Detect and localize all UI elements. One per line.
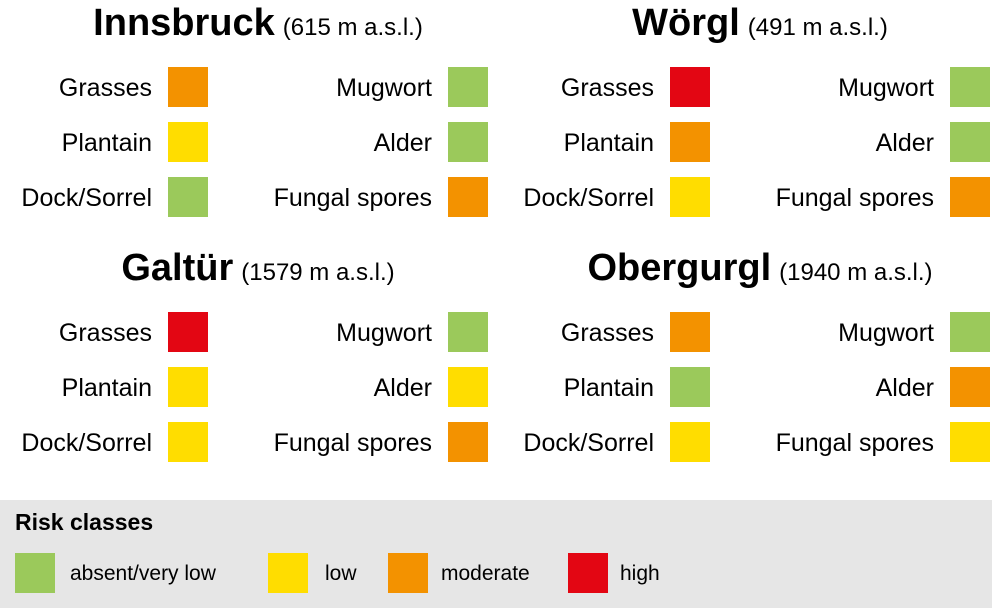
risk-square [670, 422, 710, 462]
pollen-label: Dock/Sorrel [523, 429, 654, 457]
station-title: Innsbruck (615 m a.s.l.) [93, 2, 423, 44]
pollen-label: Grasses [59, 319, 152, 347]
legend-swatch [388, 553, 428, 593]
risk-square [448, 67, 488, 107]
legend-swatch [568, 553, 608, 593]
risk-square [448, 122, 488, 162]
risk-square [950, 312, 990, 352]
station-title: Wörgl (491 m a.s.l.) [632, 2, 888, 44]
pollen-label: Alder [374, 129, 432, 157]
risk-square [448, 312, 488, 352]
pollen-label: Alder [374, 374, 432, 402]
risk-square [168, 177, 208, 217]
risk-square [168, 122, 208, 162]
station-altitude: (1940 m a.s.l.) [779, 259, 932, 286]
risk-square [670, 67, 710, 107]
pollen-label: Grasses [561, 319, 654, 347]
pollen-label: Mugwort [336, 74, 432, 102]
station-title: Galtür (1579 m a.s.l.) [121, 247, 394, 289]
risk-square [168, 367, 208, 407]
pollen-label: Dock/Sorrel [523, 184, 654, 212]
station-name: Obergurgl [587, 247, 771, 289]
risk-square [950, 122, 990, 162]
station-title: Obergurgl (1940 m a.s.l.) [587, 247, 932, 289]
legend-label: high [620, 562, 660, 585]
station-name: Wörgl [632, 2, 740, 44]
pollen-label: Grasses [59, 74, 152, 102]
legend-box [0, 500, 992, 608]
pollen-label: Plantain [564, 129, 654, 157]
legend-label: absent/very low [70, 562, 217, 585]
risk-square [670, 312, 710, 352]
pollen-label: Mugwort [336, 319, 432, 347]
risk-square [950, 177, 990, 217]
pollen-label: Alder [876, 374, 934, 402]
pollen-label: Plantain [62, 374, 152, 402]
risk-square [950, 67, 990, 107]
legend-swatch [268, 553, 308, 593]
station-name: Innsbruck [93, 2, 275, 44]
pollen-label: Fungal spores [776, 184, 934, 212]
legend-title: Risk classes [15, 509, 153, 535]
station-name: Galtür [121, 247, 233, 289]
risk-square [950, 422, 990, 462]
risk-square [168, 67, 208, 107]
pollen-label: Fungal spores [274, 429, 432, 457]
risk-square [448, 177, 488, 217]
station-altitude: (1579 m a.s.l.) [241, 259, 394, 286]
risk-square [670, 122, 710, 162]
risk-square [448, 367, 488, 407]
legend-label: low [325, 562, 357, 585]
pollen-label: Plantain [62, 129, 152, 157]
legend-swatch [15, 553, 55, 593]
legend-label: moderate [441, 562, 530, 585]
risk-square [950, 367, 990, 407]
risk-square [168, 312, 208, 352]
pollen-label: Plantain [564, 374, 654, 402]
risk-square [670, 177, 710, 217]
pollen-label: Dock/Sorrel [21, 184, 152, 212]
risk-square [670, 367, 710, 407]
pollen-label: Fungal spores [776, 429, 934, 457]
risk-square [448, 422, 488, 462]
pollen-label: Alder [876, 129, 934, 157]
station-altitude: (491 m a.s.l.) [748, 14, 888, 41]
risk-square [168, 422, 208, 462]
pollen-label: Mugwort [838, 319, 934, 347]
pollen-label: Mugwort [838, 74, 934, 102]
pollen-label: Grasses [561, 74, 654, 102]
pollen-label: Fungal spores [274, 184, 432, 212]
pollen-label: Dock/Sorrel [21, 429, 152, 457]
station-altitude: (615 m a.s.l.) [283, 14, 423, 41]
